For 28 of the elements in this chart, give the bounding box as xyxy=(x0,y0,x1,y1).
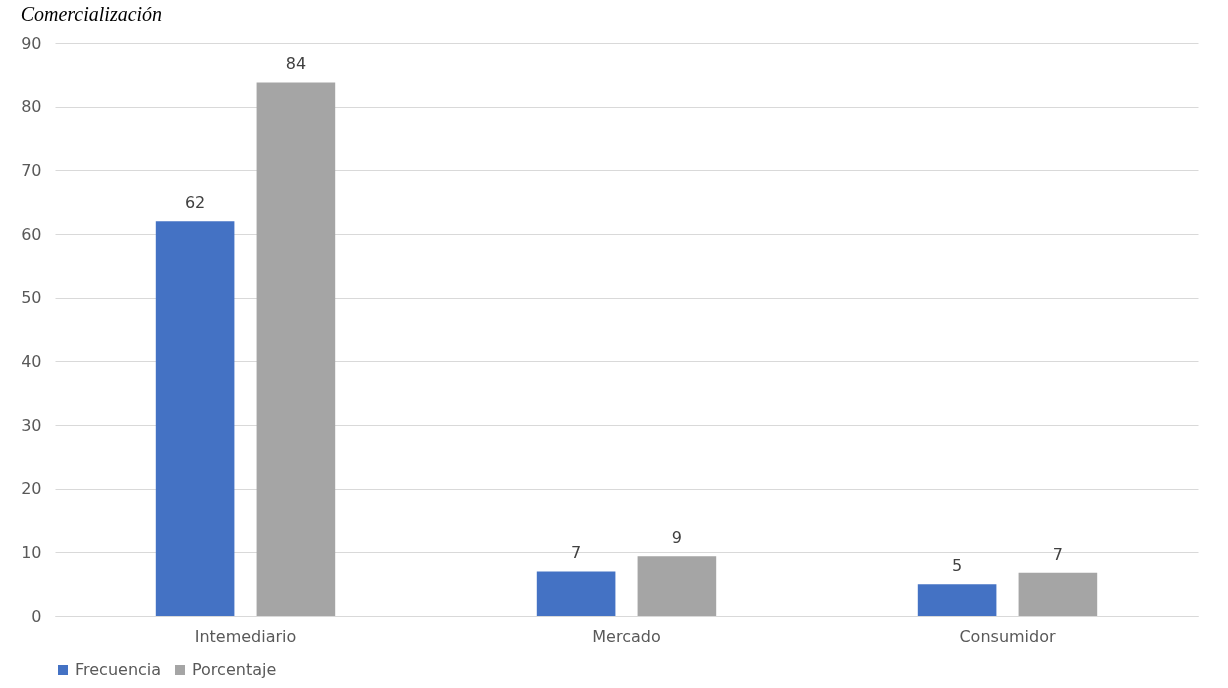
data-label: 9 xyxy=(671,528,682,548)
y-tick-label: 20 xyxy=(21,479,42,499)
bar xyxy=(637,556,717,616)
y-tick-label: 50 xyxy=(21,288,42,308)
y-tick-label: 70 xyxy=(21,160,42,180)
y-tick-label: 30 xyxy=(21,415,42,435)
bar xyxy=(155,221,235,616)
y-tick-label: 60 xyxy=(21,224,42,244)
data-label: 62 xyxy=(184,193,206,213)
y-tick-label: 0 xyxy=(31,606,42,626)
bar xyxy=(1018,572,1098,616)
y-tick-label: 80 xyxy=(21,97,42,117)
y-tick-label: 40 xyxy=(21,351,42,371)
x-tick-label: Consumidor xyxy=(959,626,1056,646)
data-label: 5 xyxy=(952,556,963,576)
legend-label: Porcentaje xyxy=(192,660,277,679)
data-label: 84 xyxy=(285,54,307,74)
x-tick-label: Mercado xyxy=(592,626,661,646)
data-label: 7 xyxy=(1052,544,1063,564)
data-label: 7 xyxy=(571,543,582,563)
y-tick-label: 10 xyxy=(21,542,42,562)
bar xyxy=(536,571,616,616)
y-tick-label: 90 xyxy=(21,33,42,53)
legend-label: Frecuencia xyxy=(75,660,162,679)
bar xyxy=(917,584,997,616)
chart-title: Comercialización xyxy=(20,3,163,25)
x-tick-label: Intemediario xyxy=(194,626,297,646)
bar xyxy=(256,82,336,616)
